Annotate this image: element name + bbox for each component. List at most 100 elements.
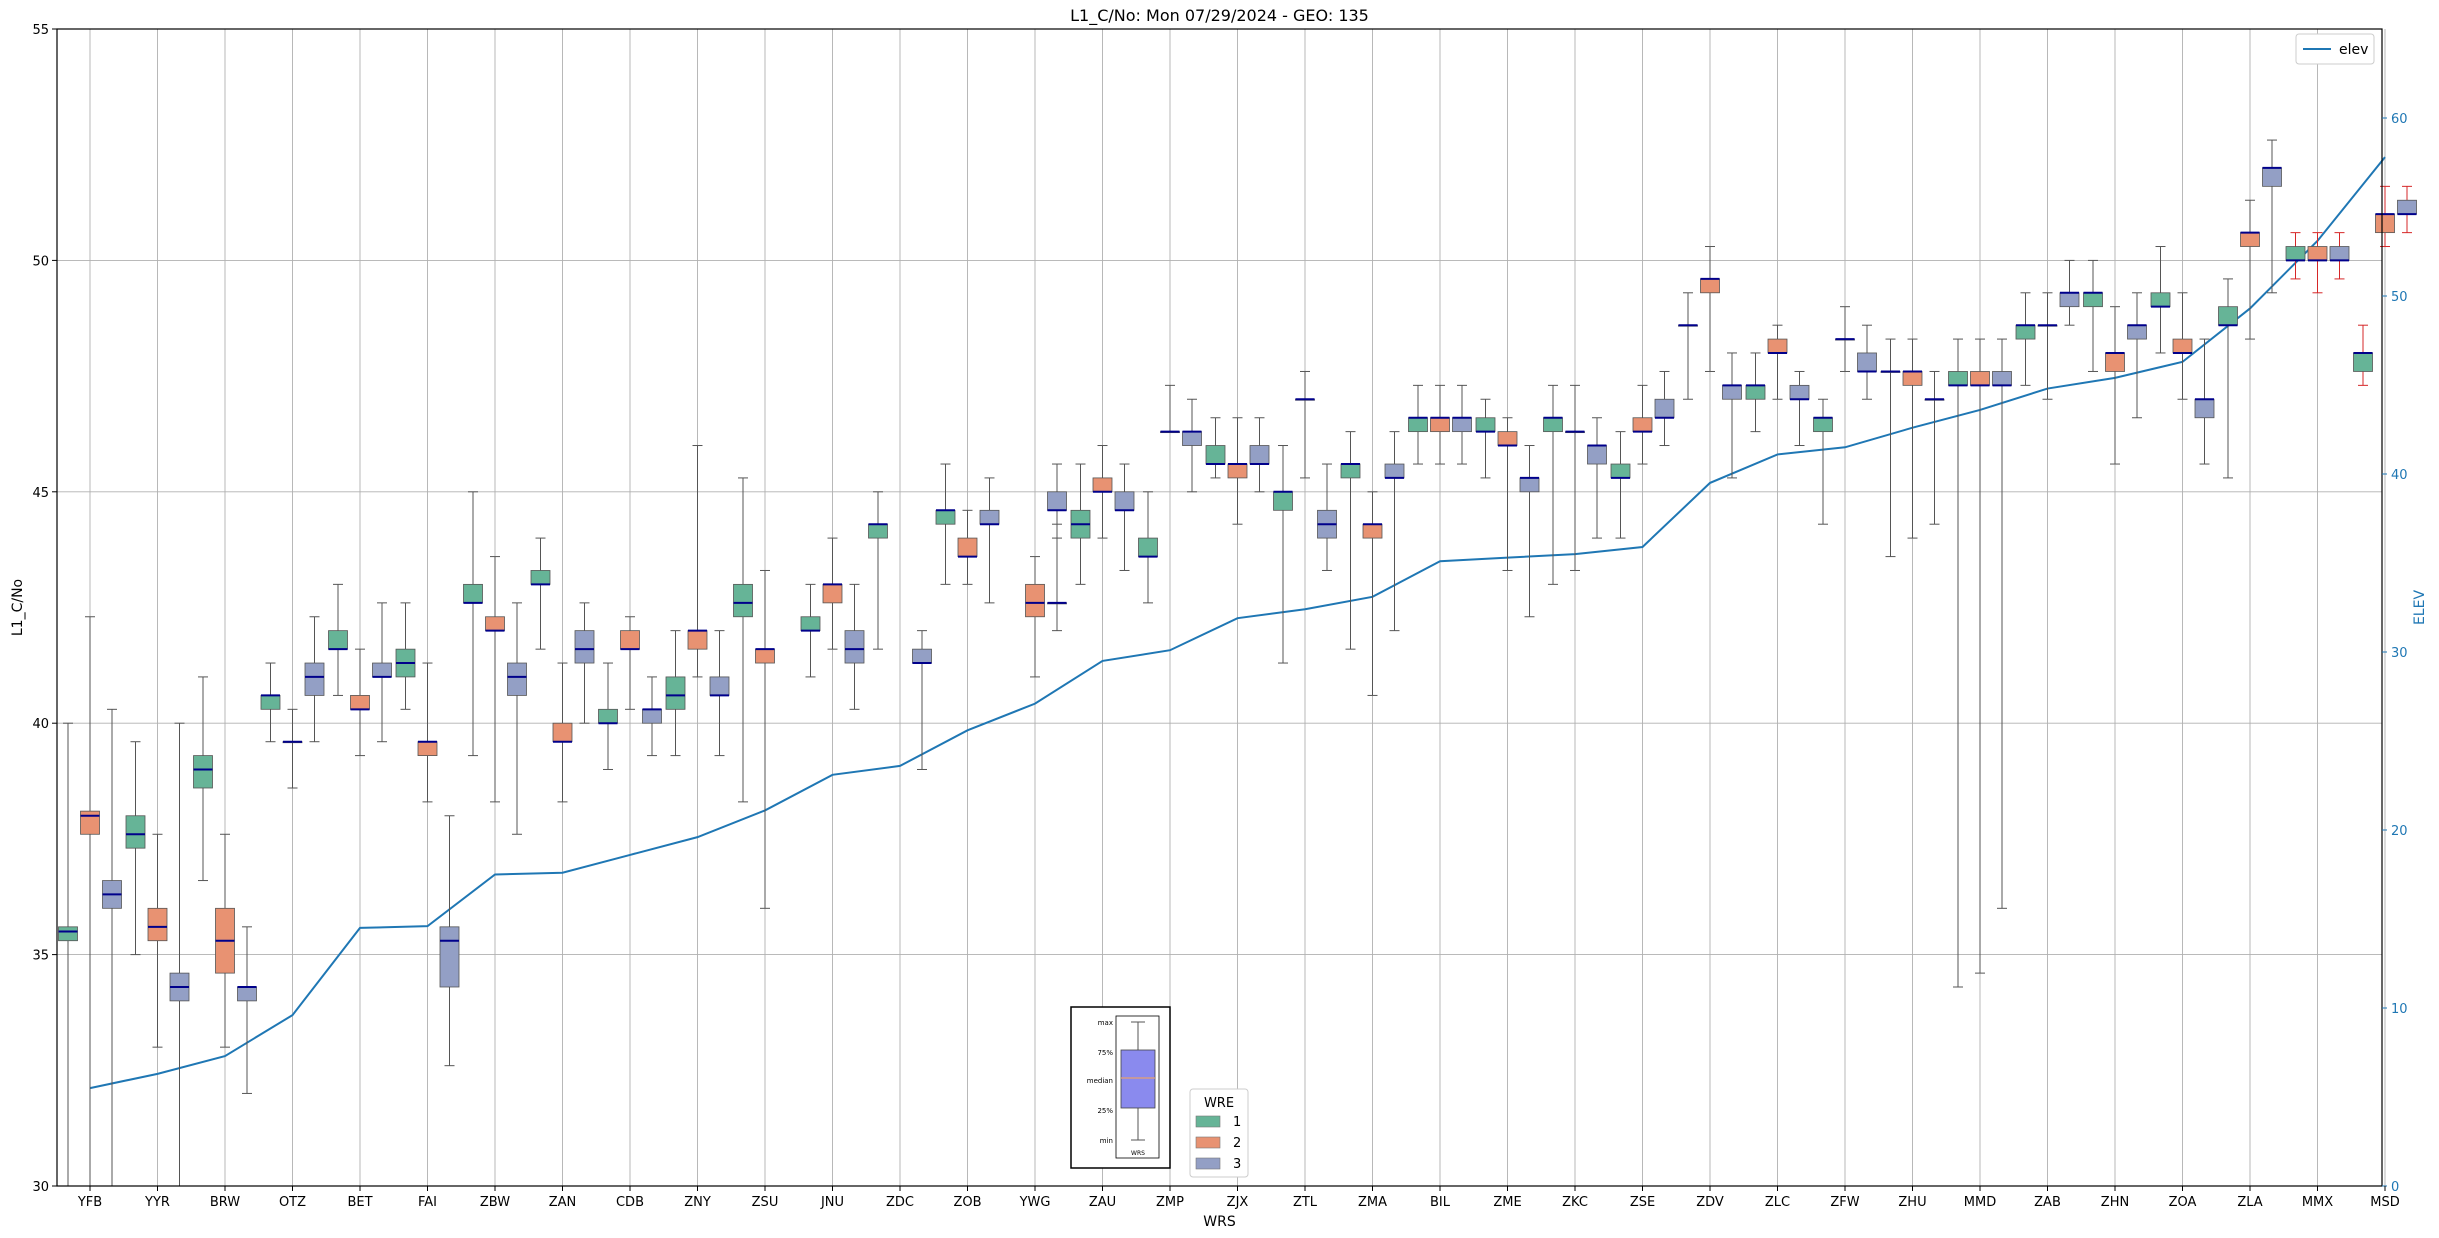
box-mmd-wre1 — [1948, 338, 1968, 988]
wre-legend-label: 2 — [1233, 1136, 1241, 1151]
box-cdb-wre1 — [598, 662, 618, 770]
box-zkc-wre3 — [1587, 417, 1607, 539]
box-zbw-wre1 — [463, 491, 483, 757]
box-iqr — [1992, 371, 2012, 386]
box-iqr — [1227, 463, 1248, 479]
y2-tick-label: 60 — [2391, 112, 2408, 127]
box-zhu-wre1 — [1880, 338, 1901, 558]
box-zla-wre3 — [2262, 139, 2282, 294]
box-brw-wre1 — [193, 676, 213, 882]
elev-legend-label: elev — [2339, 42, 2368, 58]
box-zbw-wre2 — [485, 556, 505, 803]
box-iqr — [1587, 445, 1607, 465]
box-zme-wre1 — [1475, 398, 1496, 479]
y2-tick-label: 10 — [2391, 1002, 2408, 1017]
key-inset-label: max — [1098, 1019, 1113, 1027]
box-yfb-wre1 — [58, 722, 78, 1187]
box-iqr — [1767, 338, 1788, 354]
box-zhn-wre1 — [2083, 259, 2103, 372]
x-tick-label: ZDC — [886, 1195, 914, 1210]
box-cdb-wre3 — [642, 676, 662, 757]
box-iqr — [733, 583, 753, 618]
box-zob-wre2 — [957, 509, 978, 585]
x-tick-label: BIL — [1430, 1195, 1451, 1210]
box-zse-wre1 — [1610, 431, 1631, 539]
box-zjx-wre1 — [1205, 417, 1226, 479]
wre-legend: WRE 1 2 3 — [1189, 1088, 1249, 1178]
box-iqr — [665, 676, 686, 710]
key-inset-label: median — [1087, 1077, 1113, 1085]
box-iqr — [1138, 537, 1158, 557]
box-iqr — [2194, 398, 2215, 419]
y-tick-label: 50 — [32, 254, 49, 269]
box-iqr — [80, 810, 100, 835]
box-iqr — [1948, 371, 1968, 386]
box-bet-wre3 — [372, 602, 392, 743]
box-iqr — [912, 648, 932, 664]
box-zbw-wre3 — [507, 602, 527, 835]
box-iqr — [1114, 491, 1135, 511]
x-tick-label: ZBW — [480, 1195, 510, 1210]
box-iqr — [620, 630, 640, 650]
box-brw-wre2 — [215, 833, 235, 1048]
box-zny-wre2 — [687, 445, 708, 678]
box-zab-wre3 — [2059, 259, 2080, 326]
x-tick-label: BRW — [210, 1195, 240, 1210]
box-iqr — [1722, 384, 1742, 400]
x-tick-label: OTZ — [279, 1195, 306, 1210]
box-fai-wre1 — [395, 602, 416, 710]
box-mmx-wre1 — [2285, 232, 2306, 280]
box-zoa-wre3 — [2194, 338, 2215, 465]
x-tick-label: YFB — [77, 1195, 102, 1210]
box-iqr — [1384, 463, 1405, 479]
box-iqr — [2262, 167, 2282, 187]
box-iqr — [2285, 246, 2306, 261]
box-zkc-wre2 — [1565, 384, 1585, 571]
box-jnu-wre3 — [844, 583, 865, 710]
box-iqr — [485, 616, 505, 632]
box-ztl-wre2 — [1295, 370, 1315, 479]
x-tick-label: FAI — [418, 1195, 437, 1210]
box-iqr — [1654, 398, 1675, 419]
x-tick-label: ZFW — [1830, 1195, 1859, 1210]
box-iqr — [58, 926, 78, 942]
y2-tick-label: 20 — [2391, 824, 2408, 839]
box-mmx-wre3 — [2329, 232, 2350, 280]
box-zjx-wre3 — [1249, 417, 1270, 493]
box-brw-wre3 — [237, 926, 257, 1094]
box-yfb-wre3 — [102, 708, 122, 1187]
box-jnu-wre1 — [800, 583, 821, 678]
box-zkc-wre1 — [1543, 384, 1563, 585]
box-iqr — [1902, 371, 1923, 386]
box-zny-wre3 — [709, 630, 730, 757]
box-zdv-wre3 — [1722, 352, 1742, 479]
plot-frame — [56, 28, 2383, 1187]
box-iqr — [979, 509, 1000, 525]
box-zoa-wre2 — [2172, 292, 2193, 400]
wre-legend-label: 3 — [1233, 1157, 1241, 1172]
x-tick-label: BET — [347, 1195, 372, 1210]
box-zlc-wre1 — [1745, 352, 1766, 433]
key-box — [1120, 1049, 1156, 1109]
x-tick-label: JNU — [820, 1195, 844, 1210]
box-zan-wre2 — [552, 662, 573, 803]
box-zdc-wre3 — [912, 630, 932, 770]
box-zmp-wre3 — [1182, 398, 1202, 493]
box-zmp-wre2 — [1160, 384, 1180, 434]
key-inset-label: 25% — [1097, 1107, 1113, 1115]
x-tick-label: ZAN — [549, 1195, 577, 1210]
box-iqr — [1543, 417, 1563, 433]
y-axis-label: L1_C/No — [10, 579, 26, 636]
key-inset-xlabel: WRS — [1131, 1150, 1145, 1157]
box-yyr-wre2 — [147, 833, 168, 1048]
key-inset: max 75% median 25% min WRS — [1070, 1006, 1171, 1169]
box-iqr — [598, 708, 618, 724]
box-zhu-wre3 — [1924, 370, 1945, 525]
x-tick-label: ZKC — [1562, 1195, 1588, 1210]
box-iqr — [1408, 417, 1428, 433]
box-iqr — [2329, 246, 2350, 261]
y-tick-label: 55 — [32, 23, 49, 38]
x-tick-label: ZJX — [1227, 1195, 1249, 1210]
